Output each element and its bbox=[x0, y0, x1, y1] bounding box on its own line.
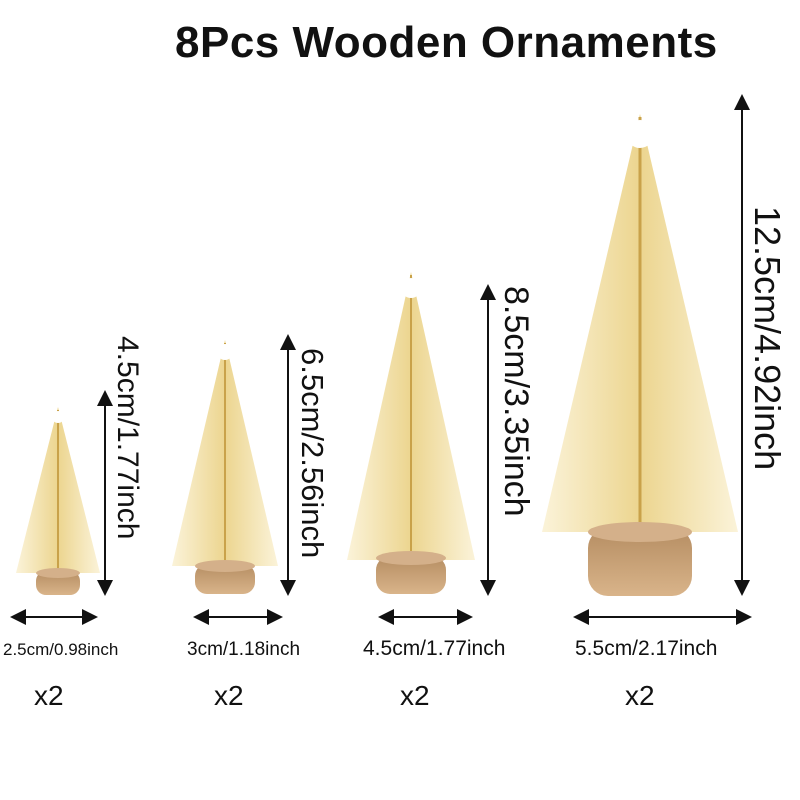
quantity-3: x2 bbox=[400, 680, 430, 711]
height-label-3: 8.5cm/3.35inch bbox=[497, 286, 535, 517]
tree-small bbox=[16, 407, 100, 595]
tree-large bbox=[347, 272, 475, 594]
quantity-2: x2 bbox=[214, 680, 244, 711]
height-label-1: 4.5cm/1.77inch bbox=[111, 336, 144, 540]
width-label-4: 5.5cm/2.17inch bbox=[575, 637, 718, 660]
width-label-3: 4.5cm/1.77inch bbox=[363, 637, 506, 660]
height-label-4: 12.5cm/4.92inch bbox=[747, 206, 788, 471]
product-title: 8Pcs Wooden Ornaments bbox=[175, 18, 718, 67]
tree-medium bbox=[172, 340, 278, 594]
width-label-2: 3cm/1.18inch bbox=[187, 639, 301, 660]
quantity-1: x2 bbox=[34, 680, 64, 711]
height-label-2: 6.5cm/2.56inch bbox=[295, 348, 330, 559]
tree-extra-large bbox=[542, 114, 738, 596]
quantity-4: x2 bbox=[625, 680, 655, 711]
width-label-1: 2.5cm/0.98inch bbox=[3, 640, 119, 659]
